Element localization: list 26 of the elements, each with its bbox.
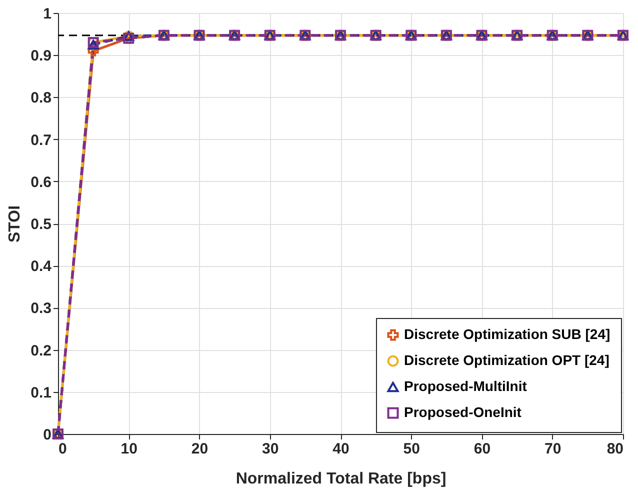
y-tick-label: 1 bbox=[43, 6, 52, 22]
legend-label: Proposed-MultiInit bbox=[404, 378, 528, 394]
x-tick-label: 50 bbox=[403, 440, 420, 458]
x-tick-label: 80 bbox=[606, 440, 624, 458]
y-tick-label: 0.4 bbox=[30, 258, 52, 276]
x-tick-label: 10 bbox=[120, 440, 138, 458]
x-tick-label: 0 bbox=[58, 440, 67, 458]
y-tick-label: 0.8 bbox=[30, 90, 52, 107]
x-tick-label: 60 bbox=[474, 440, 491, 458]
y-tick-label: 0.3 bbox=[30, 300, 52, 318]
y-tick-label: 0.5 bbox=[30, 216, 52, 233]
x-axis-title: Normalized Total Rate [bps] bbox=[236, 470, 446, 488]
y-tick-label: 0 bbox=[43, 426, 52, 444]
y-tick-label: 0.6 bbox=[30, 174, 52, 191]
x-tick-label: 40 bbox=[332, 440, 350, 458]
x-tick-label: 70 bbox=[544, 440, 562, 458]
y-tick-label: 0.7 bbox=[30, 132, 52, 149]
y-axis-title: STOI bbox=[6, 205, 24, 243]
x-tick-label: 20 bbox=[191, 440, 208, 458]
legend-label: Discrete Optimization SUB [24] bbox=[404, 326, 610, 342]
y-tick-label: 0.1 bbox=[30, 384, 52, 402]
y-tick-label: 0.9 bbox=[30, 48, 52, 65]
y-tick-label: 0.2 bbox=[30, 342, 52, 360]
legend-label: Proposed-OneInit bbox=[404, 404, 522, 420]
x-tick-label: 30 bbox=[262, 440, 279, 458]
legend-label: Discrete Optimization OPT [24] bbox=[404, 352, 610, 368]
